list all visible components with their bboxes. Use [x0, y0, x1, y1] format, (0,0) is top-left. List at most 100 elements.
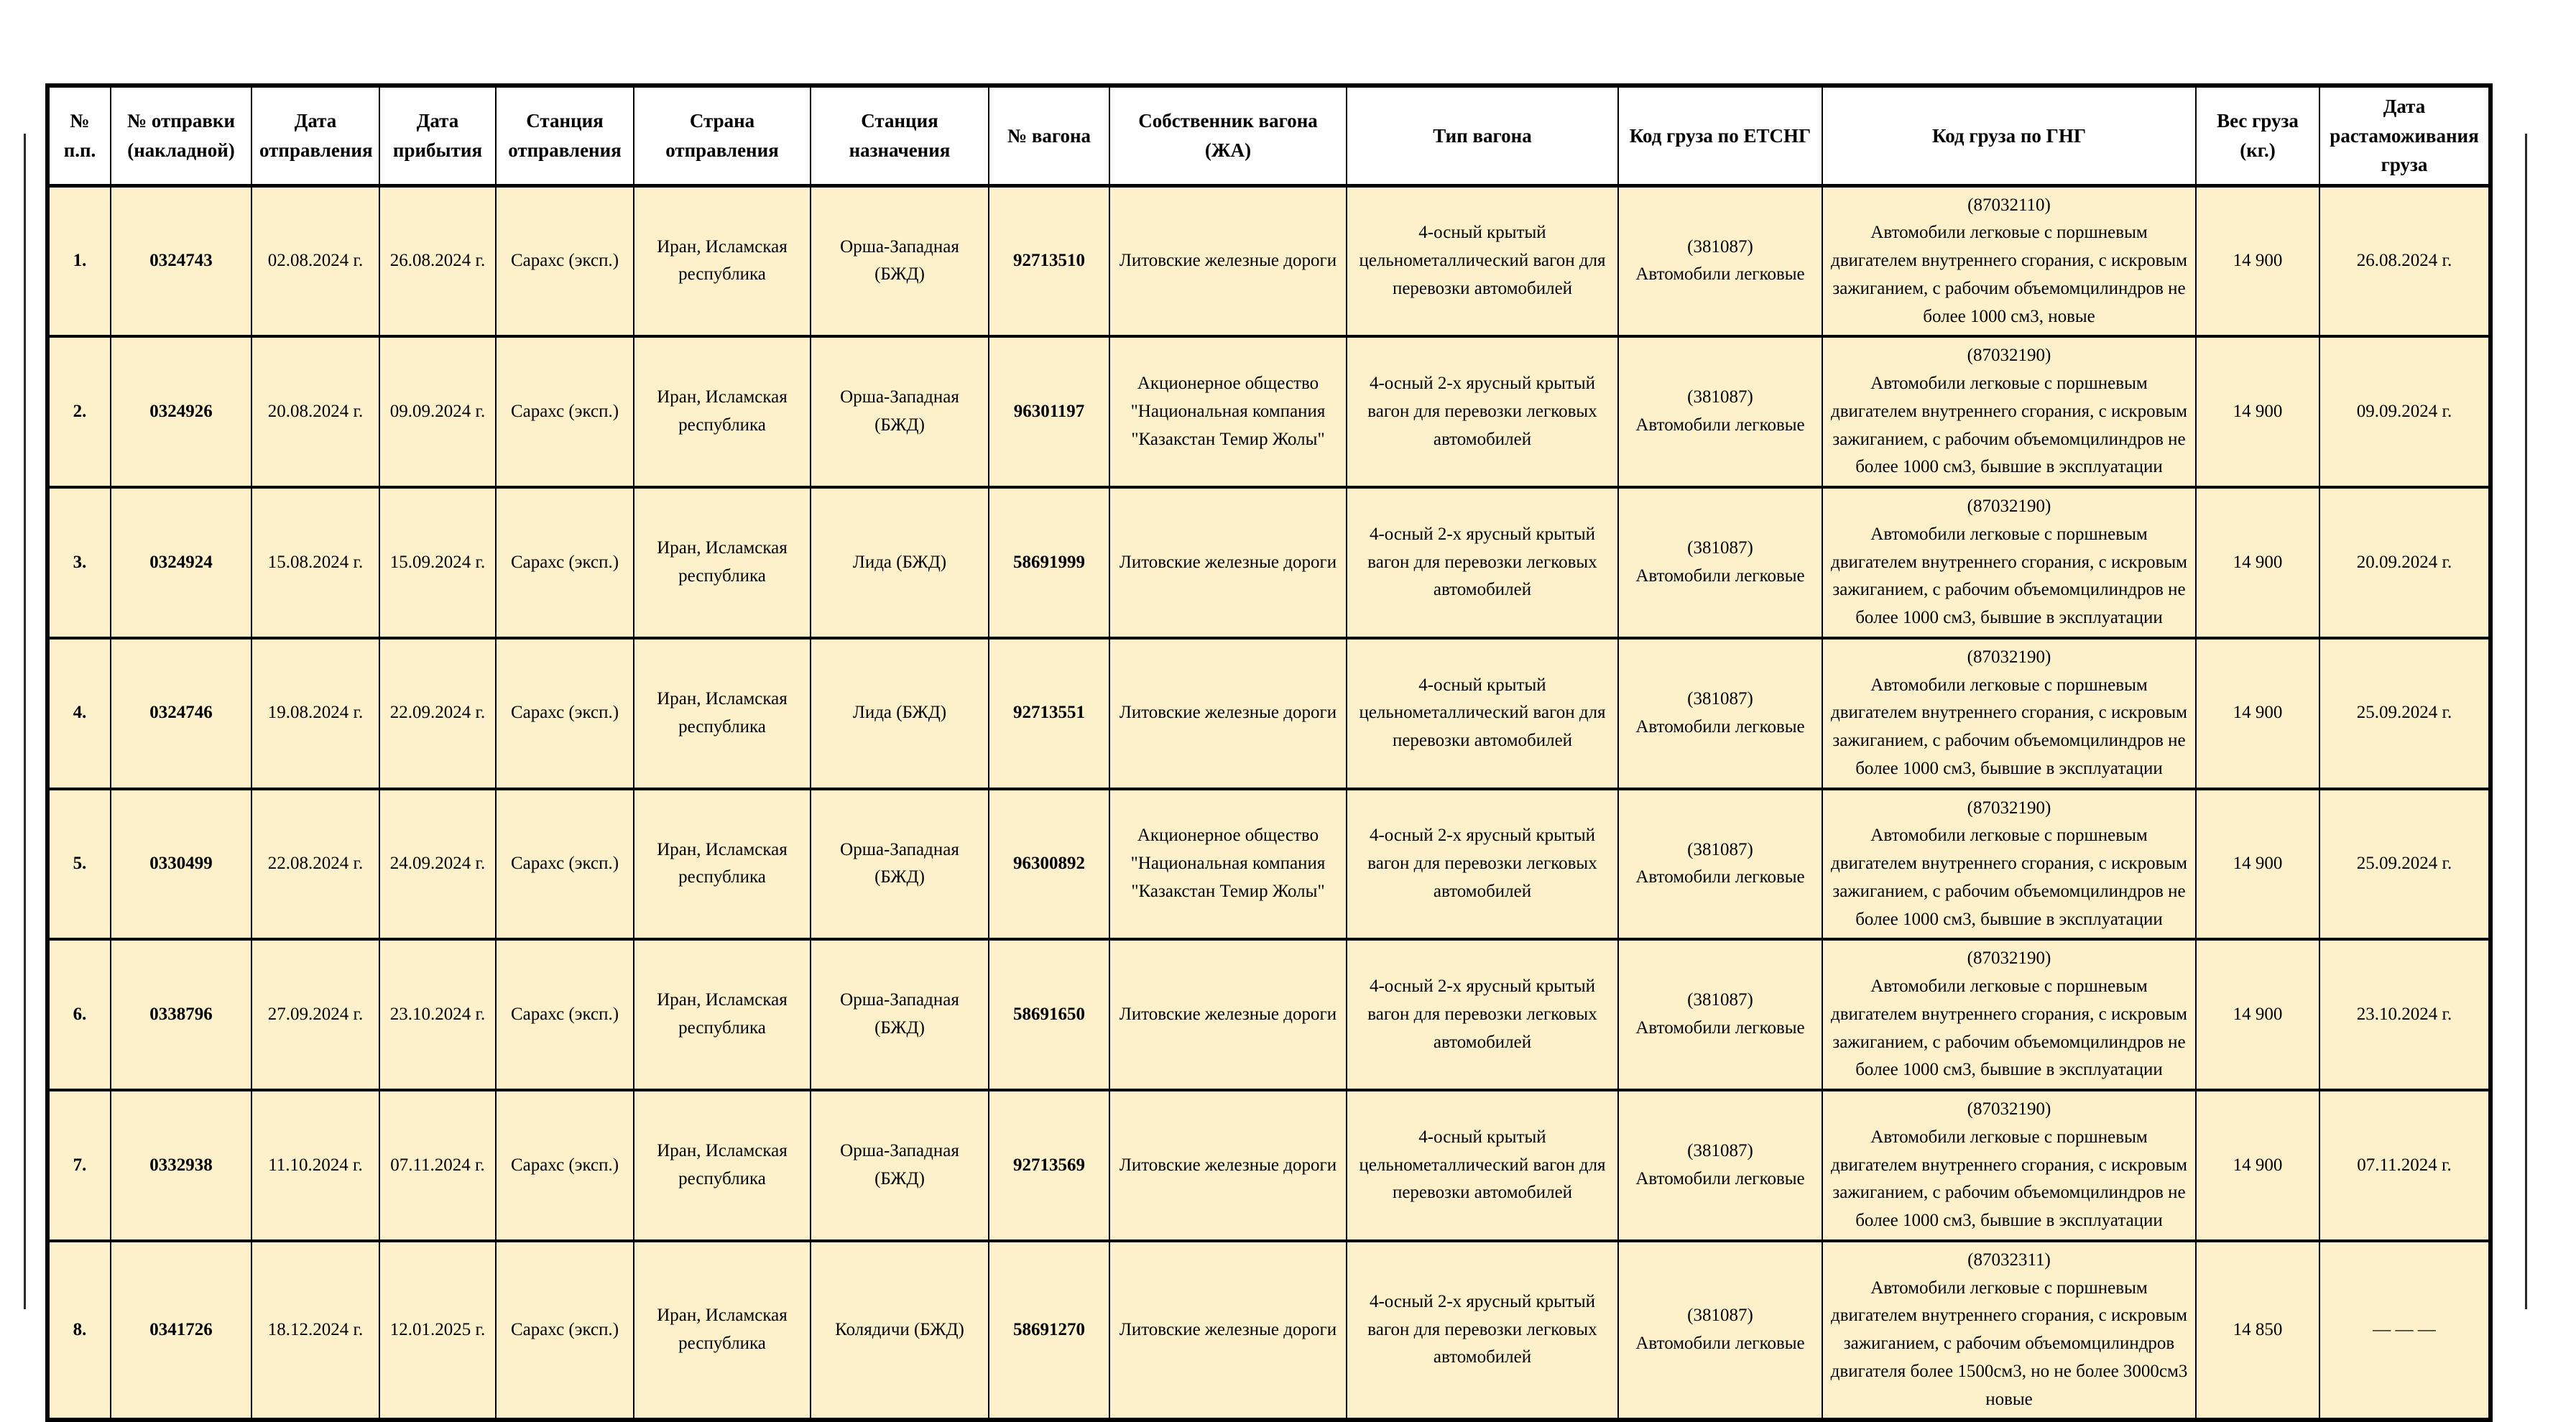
etsng-name: Автомобили легковые [1635, 867, 1805, 887]
column-header-num: № п.п. [47, 84, 111, 188]
gng-description: Автомобили легковые с поршневым двигател… [1831, 1127, 2187, 1230]
cell-num: 5. [47, 787, 111, 941]
etsng-name: Автомобили легковые [1635, 716, 1805, 737]
etsng-code: (381087) [1687, 538, 1753, 558]
cell-wagon_owner: Литовские железные дороги [1109, 636, 1347, 790]
cell-wagon_type: 4-осный крытый цельнометаллический вагон… [1346, 1089, 1619, 1242]
etsng-code: (381087) [1687, 688, 1753, 708]
page-right-edge-line [2525, 134, 2527, 1309]
gng-description: Автомобили легковые с поршневым двигател… [1831, 977, 2187, 1080]
header-row: № п.п. № отправки (накладной) Дата отправл… [47, 84, 2491, 188]
cell-wagon_owner: Акционерное общество "Национальная компа… [1109, 335, 1347, 489]
cell-destination_station: Орша-Западная (БЖД) [810, 335, 989, 489]
cell-customs_date: 09.09.2024 г. [2319, 335, 2491, 489]
cell-etsng: (381087) Автомобили легковые [1617, 183, 1823, 338]
cell-departure_date: 20.08.2024 г. [251, 335, 380, 489]
cell-destination_station: Орша-Западная (БЖД) [810, 1089, 989, 1242]
cell-departure_country: Иран, Исламская республика [633, 335, 811, 489]
cell-wagon_owner: Литовские железные дороги [1109, 1239, 1347, 1422]
gng-description: Автомобили легковые с поршневым двигател… [1831, 826, 2187, 929]
gng-code: (87032190) [1967, 647, 2051, 667]
cell-shipment_no: 0341726 [110, 1239, 252, 1422]
cell-departure_station: Сарахс (эксп.) [495, 787, 634, 941]
cell-etsng: (381087) Автомобили легковые [1617, 1089, 1823, 1242]
cell-gng: (87032190) Автомобили легковые с поршневы… [1822, 636, 2197, 790]
column-header-departure_country: Страна отправления [633, 84, 811, 188]
cell-destination_station: Лида (БЖД) [810, 636, 989, 790]
cell-wagon_type: 4-осный 2-х ярусный крытый вагон для пер… [1346, 938, 1619, 1091]
etsng-name: Автомобили легковые [1635, 1168, 1805, 1188]
gng-code: (87032110) [1967, 195, 2051, 215]
cargo-shipments-table: № п.п. № отправки (накладной) Дата отправл… [45, 83, 2493, 1422]
cell-shipment_no: 0324924 [110, 486, 252, 640]
cell-shipment_no: 0324743 [110, 183, 252, 338]
cell-arrival_date: 22.09.2024 г. [379, 636, 497, 790]
cell-num: 7. [47, 1089, 111, 1242]
cell-gng: (87032190) Автомобили легковые с поршневы… [1822, 938, 2197, 1091]
cell-customs_date: — — — [2319, 1239, 2491, 1422]
cell-customs_date: 25.09.2024 г. [2319, 636, 2491, 790]
cell-departure_date: 19.08.2024 г. [251, 636, 380, 790]
cell-etsng: (381087) Автомобили легковые [1617, 1239, 1823, 1422]
cell-shipment_no: 0324926 [110, 335, 252, 489]
cell-departure_country: Иран, Исламская республика [633, 183, 811, 338]
gng-code: (87032190) [1967, 798, 2051, 818]
cell-customs_date: 07.11.2024 г. [2319, 1089, 2491, 1242]
etsng-code: (381087) [1687, 236, 1753, 257]
cell-departure_date: 15.08.2024 г. [251, 486, 380, 640]
cell-etsng: (381087) Автомобили легковые [1617, 486, 1823, 640]
etsng-code: (381087) [1687, 387, 1753, 407]
cell-customs_date: 23.10.2024 г. [2319, 938, 2491, 1091]
etsng-code: (381087) [1687, 1141, 1753, 1161]
column-header-wagon_type: Тип вагона [1346, 84, 1619, 188]
cell-wagon_type: 4-осный 2-х ярусный крытый вагон для пер… [1346, 335, 1619, 489]
etsng-name: Автомобили легковые [1635, 264, 1805, 285]
cell-destination_station: Лида (БЖД) [810, 486, 989, 640]
cell-destination_station: Орша-Западная (БЖД) [810, 787, 989, 941]
cell-weight: 14 900 [2195, 486, 2320, 640]
cell-arrival_date: 26.08.2024 г. [379, 183, 497, 338]
cell-gng: (87032190) Автомобили легковые с поршневы… [1822, 335, 2197, 489]
cell-wagon_owner: Литовские железные дороги [1109, 938, 1347, 1091]
cell-etsng: (381087) Автомобили легковые [1617, 787, 1823, 941]
cell-wagon_no: 92713510 [988, 183, 1110, 338]
cell-customs_date: 25.09.2024 г. [2319, 787, 2491, 941]
cell-etsng: (381087) Автомобили легковые [1617, 335, 1823, 489]
cell-destination_station: Орша-Западная (БЖД) [810, 183, 989, 338]
cell-weight: 14 900 [2195, 183, 2320, 338]
cell-departure_country: Иран, Исламская республика [633, 636, 811, 790]
cell-gng: (87032190) Автомобили легковые с поршневы… [1822, 1089, 2197, 1242]
table-row: 1. 0324743 02.08.2024 г. 26.08.2024 г. Сарах… [47, 183, 2491, 338]
cell-wagon_no: 58691650 [988, 938, 1110, 1091]
cell-departure_station: Сарахс (эксп.) [495, 183, 634, 338]
cell-departure_station: Сарахс (эксп.) [495, 486, 634, 640]
cell-weight: 14 900 [2195, 787, 2320, 941]
cell-departure_country: Иран, Исламская республика [633, 938, 811, 1091]
column-header-gng: Код груза по ГНГ [1822, 84, 2197, 188]
cell-arrival_date: 15.09.2024 г. [379, 486, 497, 640]
etsng-code: (381087) [1687, 839, 1753, 859]
cell-weight: 14 900 [2195, 335, 2320, 489]
gng-code: (87032190) [1967, 948, 2051, 969]
cell-etsng: (381087) Автомобили легковые [1617, 636, 1823, 790]
table-row: 6. 0338796 27.09.2024 г. 23.10.2024 г. Сарах… [47, 938, 2491, 1091]
etsng-name: Автомобили легковые [1635, 565, 1805, 586]
cell-wagon_type: 4-осный крытый цельнометаллический вагон… [1346, 636, 1619, 790]
etsng-name: Автомобили легковые [1635, 415, 1805, 435]
cell-departure_date: 27.09.2024 г. [251, 938, 380, 1091]
cell-departure_station: Сарахс (эксп.) [495, 636, 634, 790]
cell-wagon_type: 4-осный крытый цельнометаллический вагон… [1346, 183, 1619, 338]
table-row: 3. 0324924 15.08.2024 г. 15.09.2024 г. Сарах… [47, 486, 2491, 640]
etsng-name: Автомобили легковые [1635, 1018, 1805, 1038]
cell-gng: (87032110) Автомобили легковые с поршневы… [1822, 183, 2197, 338]
cell-shipment_no: 0332938 [110, 1089, 252, 1242]
table-body: 1. 0324743 02.08.2024 г. 26.08.2024 г. Сарах… [47, 183, 2491, 1422]
gng-description: Автомобили легковые с поршневым двигател… [1831, 223, 2187, 326]
cell-wagon_type: 4-осный 2-х ярусный крытый вагон для пер… [1346, 787, 1619, 941]
table-row: 5. 0330499 22.08.2024 г. 24.09.2024 г. Сарах… [47, 787, 2491, 941]
cell-shipment_no: 0330499 [110, 787, 252, 941]
gng-code: (87032190) [1967, 346, 2051, 366]
cell-departure_date: 11.10.2024 г. [251, 1089, 380, 1242]
cell-wagon_type: 4-осный 2-х ярусный крытый вагон для пер… [1346, 1239, 1619, 1422]
gng-description: Автомобили легковые с поршневым двигател… [1831, 675, 2187, 778]
